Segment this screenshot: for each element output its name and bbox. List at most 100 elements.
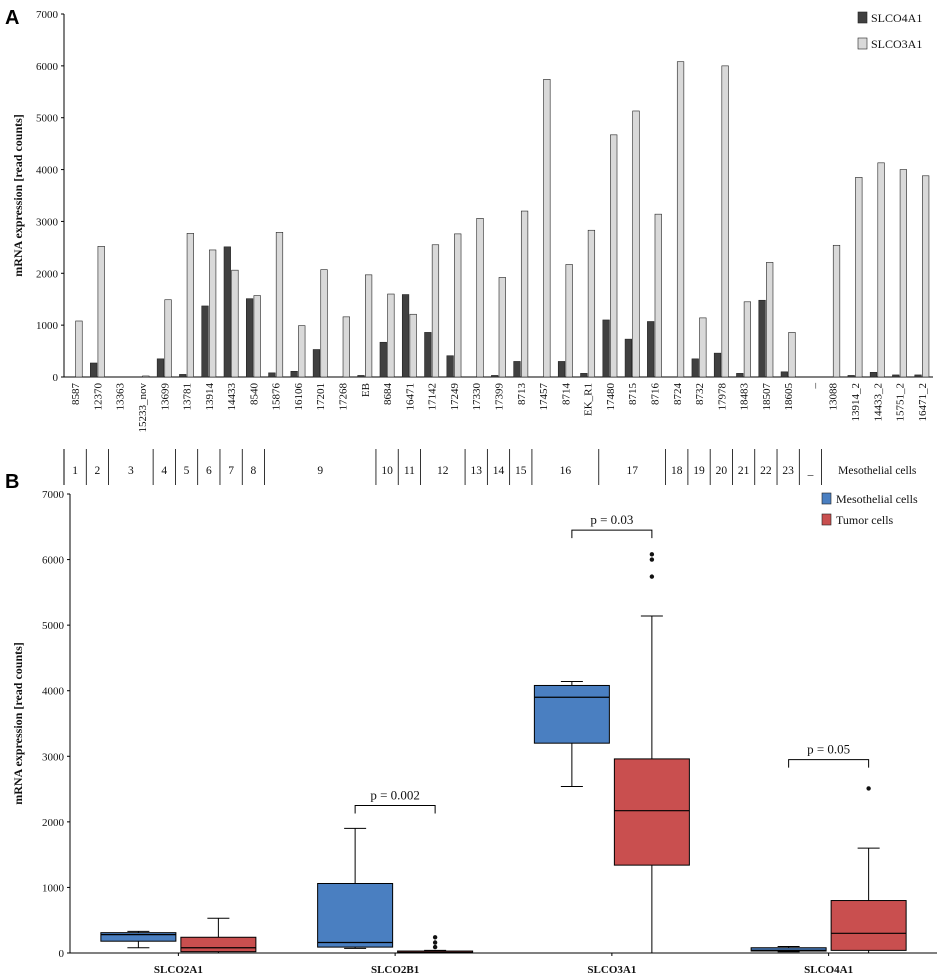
panel-a-y-tick-label: 1000 (36, 320, 59, 332)
bar-slco3a1-8715 (632, 110, 640, 378)
group-label-13: 13 (470, 465, 482, 477)
sample-label-16106: 16106 (293, 383, 305, 411)
box-SLCO2B1-mesothelial (317, 882, 394, 948)
panel-a-y-tick-label: 3000 (36, 216, 59, 228)
box-SLCO3A1-mesothelial (533, 684, 610, 744)
legend-swatch-tumor-cells (821, 513, 832, 526)
bar-slco4a1-EB (357, 375, 365, 378)
outlier-SLCO4A1-tumor (866, 786, 871, 791)
bar-slco3a1-17399 (498, 277, 506, 378)
panel-a-y-tick-label: 7000 (36, 9, 59, 21)
legend-swatch-mesothelial-cells (821, 492, 832, 505)
sample-label-17978: 17978 (716, 383, 728, 411)
bar-slco4a1-EK_R1 (580, 373, 588, 378)
bar-slco3a1-17249 (454, 233, 462, 378)
group-label-7: 7 (228, 465, 234, 477)
bar-slco4a1-8713 (513, 361, 521, 378)
sample-label-12370: 12370 (92, 383, 104, 411)
sample-label-8684: 8684 (382, 383, 394, 406)
outlier-SLCO3A1-tumor (649, 552, 655, 557)
outlier-SLCO3A1-tumor (649, 574, 655, 579)
bar-slco4a1-17142 (424, 332, 432, 378)
sample-label-8713: 8713 (516, 383, 528, 406)
bar-slco4a1-8716 (647, 321, 655, 378)
panel-a-bar-chart: 0 1000 2000 3000 4000 5000 6000 7000 mRNA expres… (11, 9, 933, 485)
panel-a-y-tick-label: 0 (53, 372, 59, 384)
group-label-1: 1 (72, 465, 78, 477)
panel-a-y-tick-label: 2000 (36, 268, 59, 280)
panel-b-box-plot: 0 1000 2000 3000 4000 5000 6000 7000 mRNA expres… (11, 489, 937, 976)
legend-label-tumor-cells: Tumor cells (836, 513, 894, 527)
bar-slco3a1-14433 (231, 269, 239, 378)
group-label-14: 14 (493, 465, 505, 477)
panel-b-y-tick-label: 2000 (42, 817, 65, 829)
bar-slco4a1-8715 (624, 338, 632, 378)
outlier-SLCO2B1-tumor (432, 935, 438, 940)
bar-slco3a1-8716 (654, 213, 662, 378)
bar-slco3a1-12370 (97, 246, 105, 378)
group-label-8: 8 (251, 465, 257, 477)
bar-slco3a1-16471_2 (922, 175, 930, 378)
bar-slco3a1-8684 (387, 293, 395, 378)
bar-slco3a1-8714 (565, 264, 573, 378)
outlier-SLCO3A1-tumor (649, 557, 655, 562)
bar-slco4a1-17978 (713, 352, 722, 378)
group-label-_: _ (807, 465, 814, 477)
bar-slco4a1-8540 (245, 298, 254, 378)
group-label-5: 5 (184, 465, 190, 477)
bar-slco4a1-17480 (602, 319, 610, 378)
legend-swatch-slco4a1 (857, 11, 868, 24)
bar-slco4a1-17399 (491, 375, 499, 378)
sample-label-13363: 13363 (115, 383, 127, 411)
bar-slco3a1-8587 (75, 320, 83, 378)
legend-swatch-slco3a1 (857, 37, 868, 50)
sample-label-8714: 8714 (560, 383, 572, 406)
panel-a-y-tick-label: 5000 (36, 113, 59, 125)
bar-slco4a1-16471_2 (914, 374, 922, 378)
sample-label-8540: 8540 (248, 383, 260, 406)
bar-slco3a1-16471 (409, 313, 417, 378)
bar-slco4a1-8714 (557, 361, 566, 378)
panel-b-y-tick-label: 1000 (42, 882, 65, 894)
group-label-6: 6 (206, 465, 212, 477)
sample-label-17268: 17268 (338, 383, 350, 411)
group-label-18: 18 (671, 465, 683, 477)
sample-label-8587: 8587 (70, 383, 82, 406)
sample-label-8732: 8732 (694, 383, 706, 405)
bar-slco3a1-17978 (721, 65, 729, 378)
panel-b-y-tick-label: 0 (59, 948, 65, 960)
sample-label-8716: 8716 (649, 383, 661, 406)
bar-slco3a1-13088 (832, 244, 841, 378)
bar-slco3a1-EB (365, 274, 373, 378)
panel-letter-b: B (5, 471, 19, 493)
bar-slco3a1-8540 (253, 295, 261, 378)
box-SLCO3A1-tumor (613, 758, 690, 866)
bar-slco4a1-15876 (268, 372, 276, 378)
sample-label-15751_2: 15751_2 (895, 383, 907, 422)
bar-slco4a1-17201 (312, 349, 321, 378)
p-value-SLCO3A1: p = 0.03 (590, 512, 633, 527)
panel-a-y-tick-label: 4000 (36, 165, 59, 177)
bar-slco4a1-14433_2 (869, 372, 878, 378)
panel-b-y-tick-label: 7000 (42, 489, 65, 501)
bar-slco3a1-17268 (342, 316, 350, 378)
group-label-20: 20 (716, 465, 728, 477)
sample-label-18507: 18507 (761, 383, 773, 411)
bar-slco4a1-8732 (691, 358, 699, 378)
bar-slco4a1-13699 (156, 358, 165, 378)
sample-label-17399: 17399 (494, 383, 506, 411)
significance-bracket-SLCO3A1 (571, 529, 653, 539)
sample-label-18605: 18605 (783, 383, 795, 411)
category-label-SLCO2A1: SLCO2A1 (154, 964, 203, 976)
group-label-15: 15 (515, 465, 527, 477)
bar-slco4a1-17249 (446, 355, 454, 378)
bar-slco3a1-16106 (298, 325, 306, 378)
group-label-4: 4 (161, 465, 167, 477)
sample-label-_: _ (805, 383, 817, 390)
significance-bracket-SLCO4A1 (788, 759, 870, 768)
bar-slco4a1-18507 (758, 299, 766, 378)
group-label-12: 12 (437, 465, 449, 477)
bar-slco4a1-16106 (290, 370, 298, 378)
group-label-22: 22 (760, 465, 772, 477)
group-label-2: 2 (95, 465, 101, 477)
